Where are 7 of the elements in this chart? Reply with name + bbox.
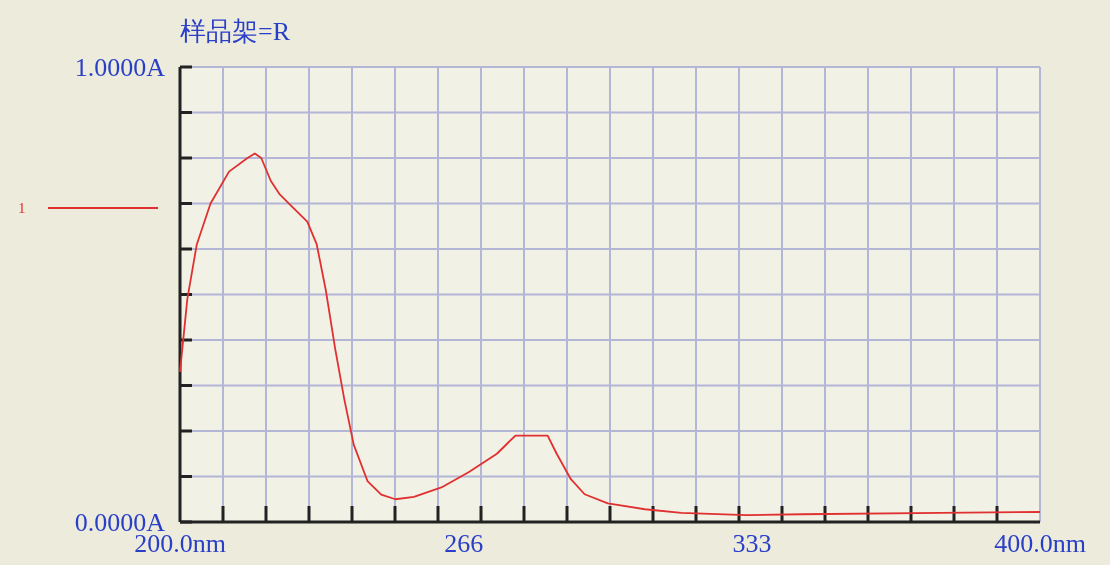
x-tick-label: 333 (732, 529, 772, 558)
x-tick-label: 266 (444, 529, 484, 558)
text: 1 (18, 200, 26, 216)
y-tick-label: 1.0000A (74, 53, 166, 82)
line-series (179, 152, 1041, 517)
x-tick-label: 400.0nm (994, 529, 1086, 558)
chart-title: 样品架=R (180, 17, 291, 46)
